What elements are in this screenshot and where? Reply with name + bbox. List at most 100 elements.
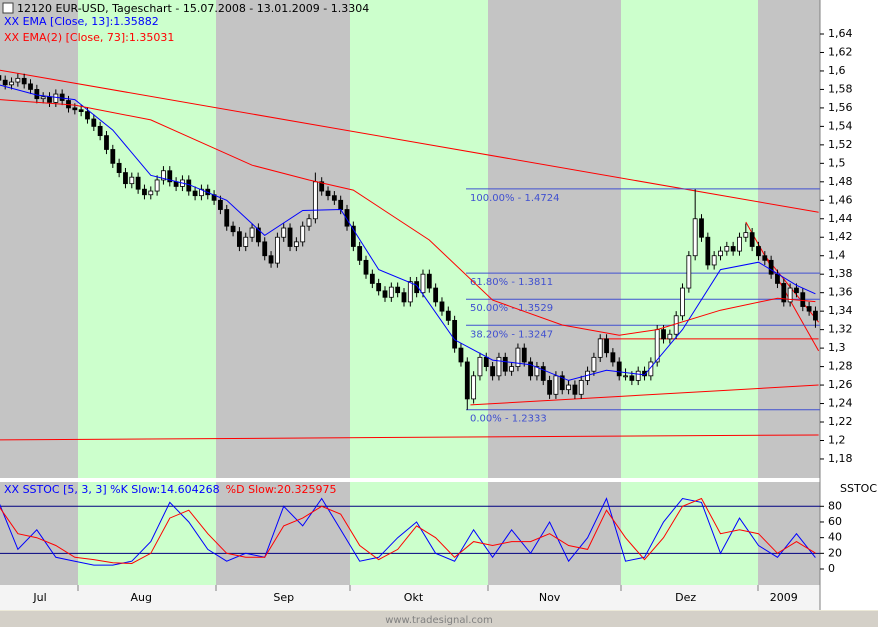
- candle-body: [528, 361, 533, 377]
- candle-body: [47, 96, 52, 103]
- candle-body: [148, 190, 154, 196]
- candle-body: [34, 89, 40, 100]
- legend-entry: XX SSTOC [5, 3, 3] %K Slow:14.604268: [4, 483, 220, 496]
- candle-body: [338, 199, 344, 210]
- y-tick-label: 1,46: [828, 193, 853, 206]
- candle-body: [743, 232, 749, 238]
- candle-body: [648, 361, 654, 377]
- candle-body: [357, 246, 363, 261]
- candle-body: [749, 232, 755, 247]
- candle-body: [167, 170, 173, 183]
- candle-body: [123, 172, 128, 185]
- candle-body: [452, 319, 458, 349]
- candle-body: [274, 236, 280, 264]
- y-tick-label: 1,24: [828, 397, 853, 410]
- candle-body: [388, 286, 394, 298]
- candle-body: [2, 79, 8, 86]
- candle-body: [610, 352, 616, 363]
- candle-body: [363, 259, 369, 275]
- candle-body: [471, 375, 477, 400]
- y-tick-label: 1,48: [828, 175, 853, 188]
- fib-label: 100.00% - 1.4724: [470, 193, 559, 204]
- candle-body: [350, 225, 356, 247]
- series-line: [0, 99, 816, 336]
- candle-body: [705, 236, 711, 266]
- fib-label: 61.80% - 1.3811: [470, 277, 553, 288]
- candle-body: [680, 287, 685, 317]
- candle-body: [72, 107, 78, 111]
- fib-label: 50.00% - 1.3529: [470, 303, 553, 314]
- candle-body: [502, 356, 508, 372]
- candle-body: [730, 246, 736, 252]
- candle-body: [218, 199, 223, 210]
- month-bands: [78, 0, 758, 585]
- candle-body: [635, 370, 641, 381]
- y-tick-label: 0: [828, 562, 835, 575]
- candle-body: [255, 227, 261, 243]
- candle-body: [192, 190, 198, 197]
- chart-title: 12120 EUR-USD, Tageschart - 15.07.2008 -…: [17, 2, 369, 15]
- candle-body: [806, 306, 812, 312]
- fib-label: 38.20% - 1.3247: [470, 329, 553, 340]
- candle-body: [85, 111, 90, 120]
- series-line: [0, 497, 816, 566]
- candle-body: [331, 195, 337, 201]
- candle-body: [401, 292, 407, 303]
- symbol-icon: [2, 2, 14, 14]
- candle-body: [312, 181, 318, 220]
- candle-body: [262, 241, 268, 257]
- candle-body: [21, 77, 27, 85]
- x-tick-label: Aug: [131, 591, 152, 604]
- y-tick-label: 1,64: [828, 27, 853, 40]
- candle-body: [230, 225, 236, 233]
- candle-body: [224, 209, 230, 227]
- y-tick-label: 40: [828, 531, 842, 544]
- candle-body: [0, 75, 2, 81]
- candle-body: [477, 356, 483, 377]
- candle-body: [483, 356, 489, 367]
- y-tick-label: 1,28: [828, 360, 853, 373]
- y-tick-label: 1,44: [828, 212, 853, 225]
- candle-body: [718, 250, 723, 257]
- axes: 1,18 1,2 1,22 1,24 1,26 1,28 1,3 1,32 1,34 1,36 1,…: [4, 15, 877, 604]
- candle-body: [559, 375, 565, 391]
- trendline: [470, 384, 819, 406]
- candle-body: [654, 329, 660, 363]
- panel-label: SSTOC: [840, 482, 877, 495]
- y-tick-label: 1,36: [828, 286, 853, 299]
- candle-body: [572, 384, 578, 395]
- candle-body: [281, 227, 287, 238]
- fib-label: 0.00% - 1.2333: [470, 414, 547, 425]
- y-tick-label: 20: [828, 546, 842, 559]
- y-tick-label: 1,54: [828, 119, 853, 132]
- x-tick-label: Nov: [539, 591, 561, 604]
- y-tick-label: 1,2: [828, 433, 846, 446]
- legend-entry: XX EMA [Close, 13]:1.35882: [4, 15, 159, 28]
- candle-body: [699, 218, 704, 238]
- y-tick-label: 1,58: [828, 82, 853, 95]
- candle-body: [604, 338, 609, 354]
- y-tick-label: 1,42: [828, 230, 853, 243]
- candle-body: [642, 370, 647, 377]
- y-tick-label: 1,26: [828, 378, 853, 391]
- candle-body: [724, 246, 730, 252]
- candle-body: [566, 384, 571, 391]
- candle-body: [686, 255, 692, 289]
- candle-body: [414, 281, 420, 294]
- y-tick-label: 1,34: [828, 304, 853, 317]
- candle-body: [591, 356, 597, 372]
- candle-body: [110, 149, 116, 164]
- y-tick-label: 1,6: [828, 64, 846, 77]
- y-tick-label: 80: [828, 499, 842, 512]
- stoch-plot: [0, 497, 820, 566]
- x-tick-label: Jul: [32, 591, 46, 604]
- candle-body: [142, 188, 147, 196]
- candle-body: [15, 77, 21, 83]
- candle-body: [667, 333, 673, 340]
- candle-body: [781, 283, 787, 303]
- month-ticks: [77, 585, 759, 591]
- y-tick-label: 1,3: [828, 341, 846, 354]
- panel-divider: [0, 478, 878, 482]
- axis-panel: [820, 0, 878, 610]
